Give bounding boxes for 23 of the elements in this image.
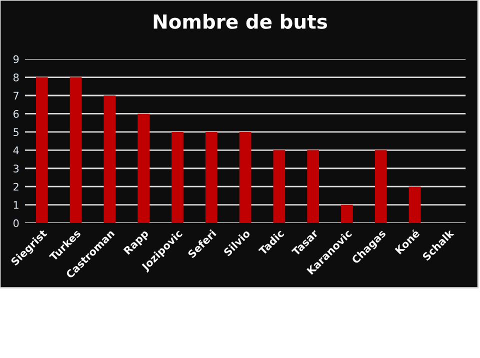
bar: [408, 186, 421, 224]
bar: [239, 132, 252, 224]
bar: [307, 150, 319, 224]
bar: [104, 96, 116, 224]
bar: [374, 150, 387, 224]
y-tick-label: 9: [13, 55, 19, 64]
bar: [341, 204, 353, 224]
bar: [70, 77, 82, 224]
bar: [172, 132, 184, 224]
y-tick-label: 4: [13, 146, 19, 154]
y-tick-label: 0: [13, 219, 19, 228]
bar: [138, 114, 150, 224]
y-tick-label: 1: [14, 201, 18, 209]
y-tick-label: 8: [13, 74, 19, 82]
chart-title: Nombre de buts: [154, 14, 328, 29]
bar: [36, 77, 48, 224]
y-tick-label: 5: [14, 128, 18, 136]
bar: [205, 132, 218, 224]
y-tick-label: 6: [14, 110, 19, 118]
y-tick-label: 2: [14, 182, 18, 191]
y-tick-label: 3: [14, 164, 19, 172]
bar: [273, 150, 286, 224]
y-tick-label: 7: [14, 92, 19, 100]
